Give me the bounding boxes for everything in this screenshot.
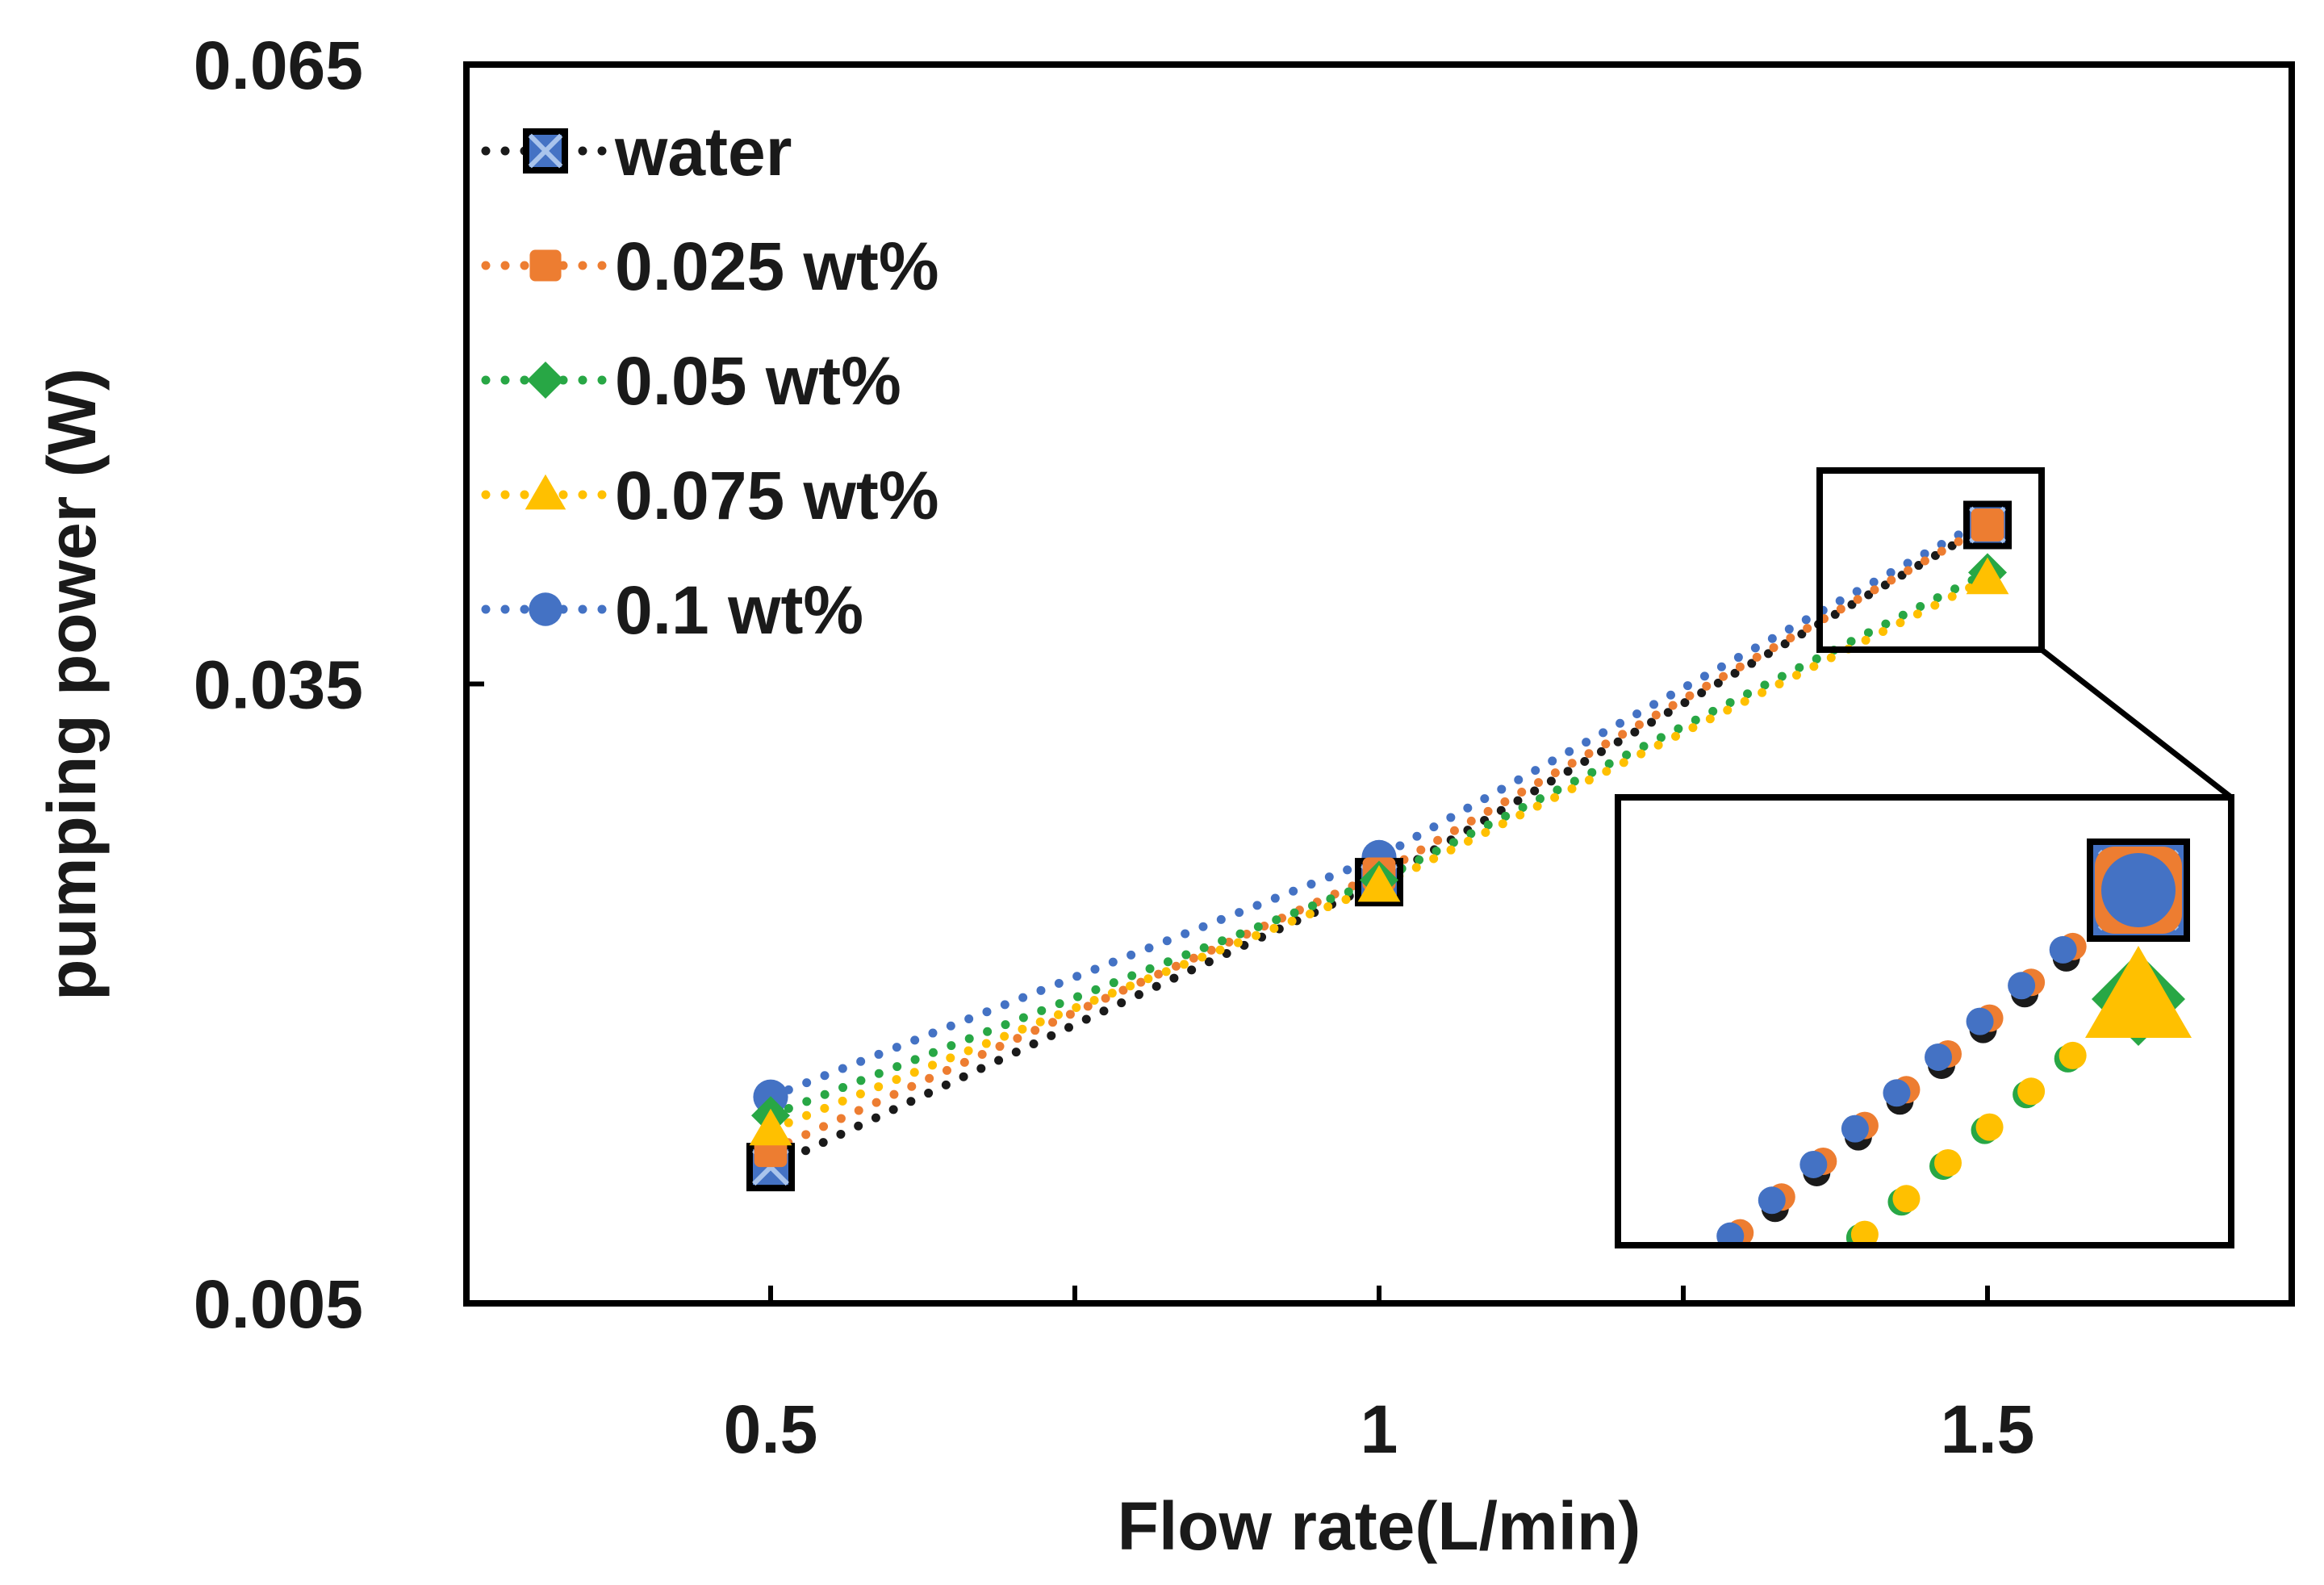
x-tick-label-0: 0.5 [724,1391,818,1467]
legend-marker-3 [525,474,566,510]
point-3-0 [749,1108,792,1146]
y-tick-label-1: 0.035 [194,647,363,723]
series-layer [746,500,2012,1192]
y-tick-label-2: 0.065 [194,27,363,103]
axes-layer: 0.5 1 1.5 0.005 0.035 0.065 [194,27,2035,1467]
inset-marker-0075 [2085,946,2192,1038]
legend-label-2: 0.05 wt% [615,343,901,419]
point-3-1 [1357,864,1401,902]
series-line-2 [766,567,1992,1120]
x-tick-label-2: 1.5 [1941,1391,2035,1467]
legend-label-4: 0.1 wt% [615,572,863,648]
legend-marker-1 [529,249,562,282]
inset-marker-01 [2101,853,2176,927]
x-tick-label-1: 1 [1361,1391,1398,1467]
zoom-source-box [1816,467,2045,653]
point-3-2 [1966,557,2009,595]
legend-marker-2 [527,362,564,399]
x-axis-title: Flow rate(L/min) [1118,1488,1641,1564]
zoom-connector-line [2039,647,2234,800]
legend-marker-4 [529,592,562,626]
series-line-0 [766,521,1992,1172]
legend-marker-0-x2 [528,133,563,169]
inset-content [1702,839,2192,1242]
inset-zoom [1615,467,2234,1248]
legend-label-0: water [614,114,792,190]
y-tick-label-0: 0.005 [194,1266,363,1342]
legend-label-1: 0.025 wt% [615,228,939,304]
legend-label-3: 0.075 wt% [615,458,939,533]
inset-inner [1702,839,2192,1242]
y-axis-title: pumping power (W) [34,368,110,1001]
point-1-2 [1971,508,2004,542]
legend: water 0.025 wt% 0.05 wt% 0.075 wt% 0.1 wt% [481,114,939,648]
